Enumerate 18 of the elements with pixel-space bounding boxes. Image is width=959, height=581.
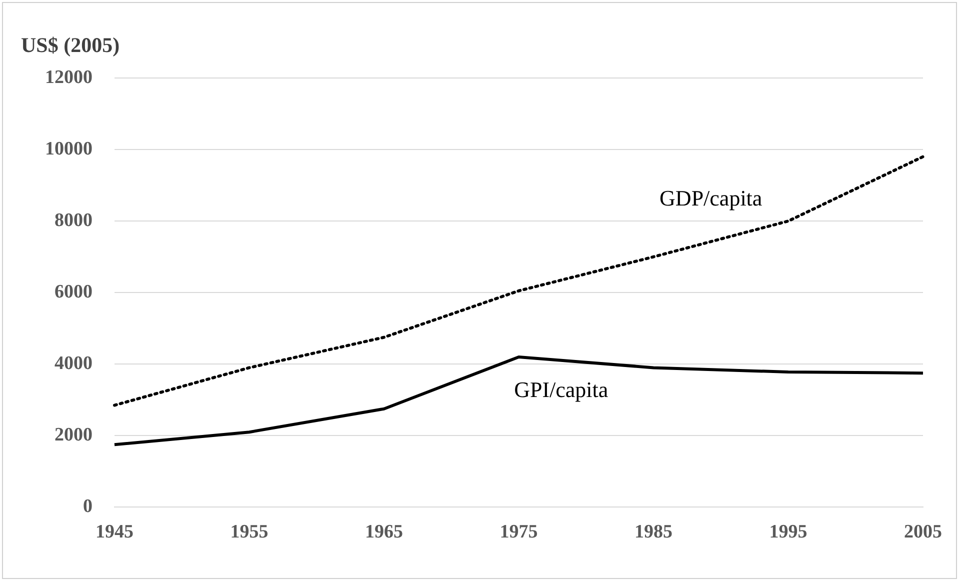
y-tick-label: 4000: [54, 353, 92, 374]
line-series: [113, 155, 924, 407]
x-tick-label: 1955: [230, 522, 268, 543]
x-tick-label: 1985: [634, 522, 672, 543]
series-label: GDP/capita: [660, 186, 762, 211]
y-axis-title: US$ (2005): [21, 33, 120, 58]
y-tick-label: 10000: [45, 138, 92, 160]
x-tick-label: 1945: [96, 522, 134, 543]
y-tick-label: 6000: [54, 282, 92, 303]
y-tick-label: 12000: [45, 66, 92, 88]
x-tick-label: 2005: [904, 522, 942, 543]
y-tick-label: 0: [83, 496, 92, 518]
x-tick-label: 1975: [500, 522, 538, 543]
y-tick-label: 8000: [54, 210, 92, 231]
y-tick-label: 2000: [54, 424, 92, 446]
x-tick-label: 1965: [365, 522, 403, 543]
x-tick-label: 1995: [769, 522, 808, 543]
series-label: GPI/capita: [514, 377, 608, 402]
